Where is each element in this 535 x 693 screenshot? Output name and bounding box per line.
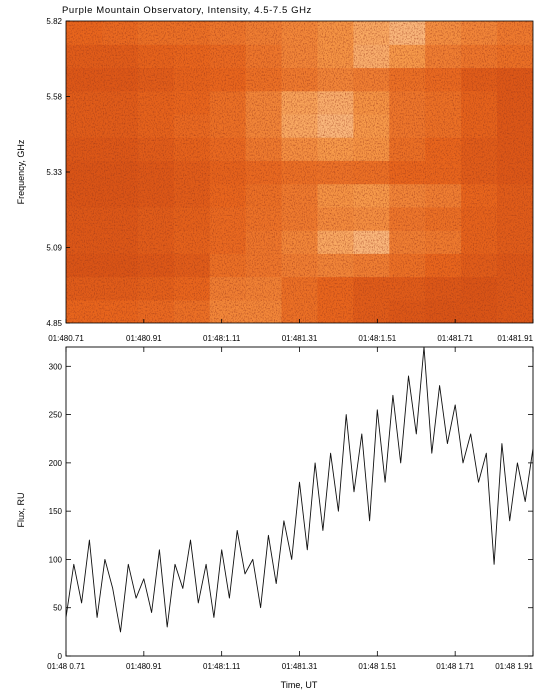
- x-tick-label: 01:48 1.91: [495, 662, 533, 671]
- y-tick-label: 50: [53, 604, 62, 613]
- y-tick-label: 5.82: [46, 17, 62, 26]
- y-tick-label: 4.85: [46, 319, 62, 328]
- x-tick-label: 01:481.31: [282, 662, 318, 671]
- y-tick-label: 0: [58, 652, 63, 661]
- flux-plot-frame: [65, 346, 534, 657]
- x-tick-label: 01:48:1.11: [203, 334, 241, 343]
- y-tick-label: 5.09: [46, 244, 62, 253]
- y-tick-label: 5.33: [46, 168, 62, 177]
- y-tick-label: 100: [49, 555, 63, 564]
- x-tick-label: 01:48 0.71: [47, 662, 85, 671]
- y-tick-label: 300: [49, 362, 63, 371]
- spectrogram-speckle: [66, 21, 533, 323]
- x-tick-label: 01:48:1.11: [203, 662, 241, 671]
- y-tick-label: 250: [49, 411, 63, 420]
- flux-series-line: [65, 346, 534, 633]
- spectrogram-x-ticks: 01:480.71 01:480.91 01:48:1.11 01:481.31 01:…: [48, 319, 534, 343]
- x-tick-label: 01:480.71: [48, 334, 84, 343]
- y-tick-label: 150: [49, 507, 63, 516]
- x-tick-label: 01:480.91: [126, 334, 162, 343]
- x-tick-label: 01:48:1.51: [358, 334, 396, 343]
- flux-x-ticks: 01:48 0.71 01:480.91 01:48:1.11 01:481.31 01…: [47, 347, 534, 671]
- x-tick-label: 01:481.71: [437, 334, 473, 343]
- flux-x-axis-label: Time, UT: [281, 680, 318, 690]
- x-tick-label: 01:480.91: [126, 662, 162, 671]
- y-tick-label: 200: [49, 459, 63, 468]
- x-tick-label: 01:48 1.71: [436, 662, 474, 671]
- spectrogram-title: Purple Mountain Observatory, Intensity, …: [62, 5, 312, 16]
- x-tick-label: 01:481.91: [497, 334, 533, 343]
- spectrogram-y-ticks: 4.85 5.09 5.33 5.58 5.82: [46, 17, 70, 328]
- x-tick-label: 01:48 1.51: [358, 662, 396, 671]
- y-tick-label: 5.58: [46, 93, 62, 102]
- spectrogram-y-axis-label: Frequency, GHz: [16, 139, 26, 204]
- flux-y-axis-label: Flux, RU: [16, 492, 26, 527]
- x-tick-label: 01:481.31: [282, 334, 318, 343]
- flux-y-ticks: 0 50 100 150 200 250 300: [49, 362, 533, 661]
